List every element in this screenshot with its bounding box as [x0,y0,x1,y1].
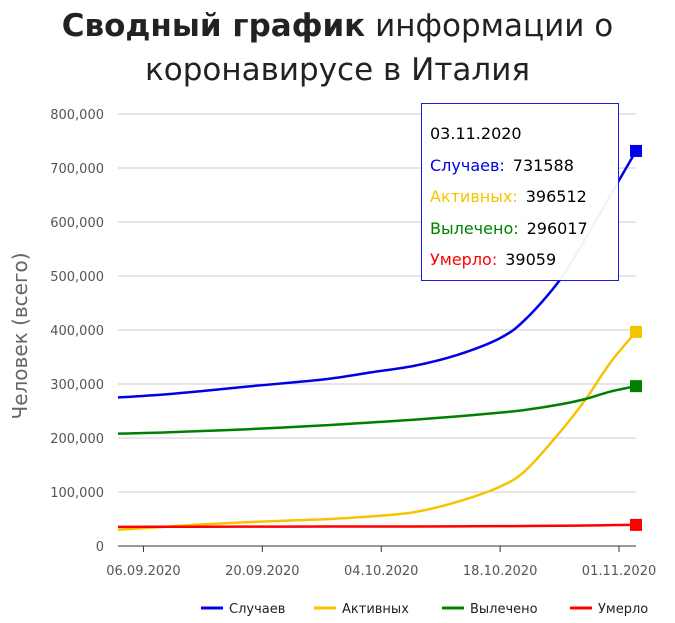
x-axis-ticks: 06.09.2020 20.09.2020 04.10.2020 18.10.2020… [106,546,656,579]
y-tick-label: 400,000 [50,324,104,339]
tooltip-label: Случаев: [430,155,505,175]
tooltip-row-cases: Случаев: 731588 [430,150,610,182]
legend-label: Случаев [229,602,285,617]
legend-label: Умерло [598,602,648,617]
tooltip-value: 39059 [505,250,557,269]
tooltip-date: 03.11.2020 [430,124,522,143]
tooltip-label: Активных: [430,187,518,206]
tooltip-row-active: Активных: 396512 [430,181,610,213]
title-rest: информации о [365,8,614,44]
x-tick-label: 20.09.2020 [225,564,299,579]
title-line2: коронавирусе в Италия [145,52,530,88]
x-tick-label: 01.11.2020 [582,564,656,579]
tooltip: 03.11.2020 Случаев: 731588 Активных: 39651… [421,103,619,281]
tooltip-row-recovered: Вылечено: 296017 [430,213,610,245]
tooltip-value: 396512 [525,187,587,206]
y-tick-label: 300,000 [50,378,104,393]
title-bold: Сводный график [61,8,366,44]
series-end-marker [630,518,642,531]
tooltip-row-deaths: Умерло: 39059 [430,244,610,276]
legend: Случаев Активных Вылечено Умерло [201,602,648,617]
series-end-marker [630,380,642,393]
x-tick-label: 04.10.2020 [344,564,418,579]
series-line [117,331,637,532]
y-tick-label: 200,000 [50,432,104,447]
x-tick-label: 18.10.2020 [463,564,537,579]
y-tick-label: 500,000 [50,270,104,285]
legend-label: Вылечено [470,602,538,617]
tooltip-value: 296017 [526,218,588,238]
y-axis-label: Человек (всего) [8,252,32,419]
legend-label: Активных [342,602,409,617]
y-tick-label: 100,000 [50,486,104,501]
chart-title: Сводный график информации о коронавирусе… [0,4,675,92]
y-tick-label: 800,000 [50,108,104,123]
tooltip-label: Умерло: [430,250,498,269]
series-line [117,523,637,529]
series-end-marker [630,325,642,338]
y-tick-label: 600,000 [50,216,104,231]
tooltip-label: Вылечено: [430,218,519,238]
y-tick-label: 700,000 [50,162,104,177]
y-axis-ticks: 0 100,000 200,000 300,000 400,000 500,000 600,… [50,108,104,555]
x-tick-label: 06.09.2020 [106,564,180,579]
tooltip-value: 731588 [512,155,574,175]
y-tick-label: 0 [96,540,104,555]
series-line [117,384,637,435]
series-end-marker [630,144,642,157]
